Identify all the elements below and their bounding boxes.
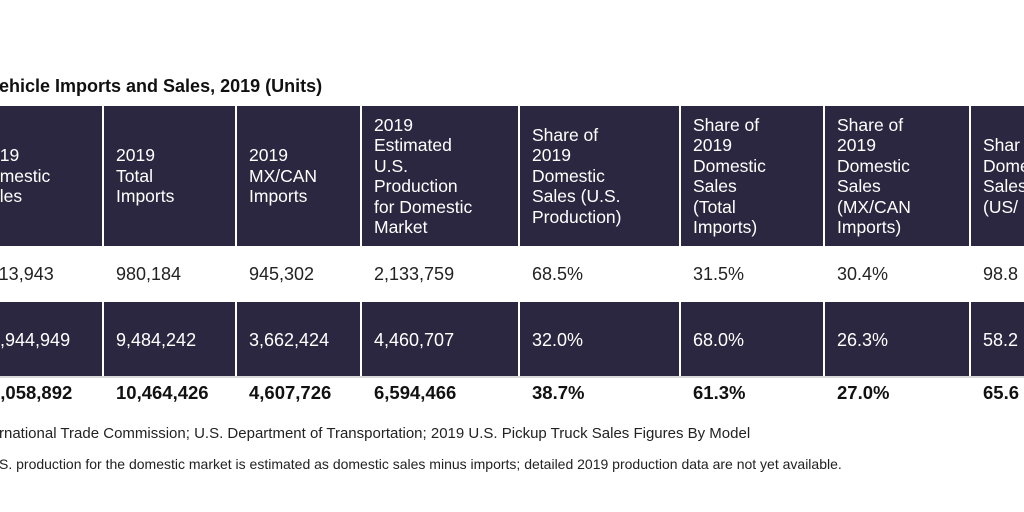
- header-mxcan-imports: 2019 MX/CAN Imports: [237, 106, 362, 246]
- table-cell: 30.4%: [825, 246, 971, 302]
- total-cell: 4,607,726: [249, 382, 332, 403]
- header-share-mxcan-imports: Share of 2019 Domestic Sales (MX/CAN Imp…: [825, 106, 971, 246]
- table-cell: 58.2: [971, 302, 1024, 376]
- table-row: 113,943 980,184 945,302 2,133,759 68.5% …: [0, 246, 1024, 302]
- header-share-total-imports: Share of 2019 Domestic Sales (Total Impo…: [681, 106, 825, 246]
- data-table: 019 omestic ales 2019 Total Imports 2019…: [0, 106, 1024, 408]
- footnote: S. production for the domestic market is…: [0, 456, 842, 472]
- source-note: rnational Trade Commission; U.S. Departm…: [0, 425, 751, 442]
- table-cell: 26.3%: [825, 302, 971, 376]
- table-total-row: 7,058,892 10,464,426 4,607,726 6,594,466…: [0, 378, 1024, 408]
- total-cell: 7,058,892: [0, 382, 73, 403]
- total-cell: 10,464,426: [116, 382, 209, 403]
- table-cell: 980,184: [104, 246, 237, 302]
- header-total-imports: 2019 Total Imports: [104, 106, 237, 246]
- header-us-production: 2019 Estimated U.S. Production for Domes…: [362, 106, 520, 246]
- table-cell: 3,662,424: [237, 302, 362, 376]
- total-cell: 65.6: [983, 382, 1020, 403]
- header-share-us-production: Share of 2019 Domestic Sales (U.S. Produ…: [520, 106, 681, 246]
- header-share-us: Shar Dome Sales (US/: [971, 106, 1024, 246]
- table-cell: 32.0%: [520, 302, 681, 376]
- table-cell: 68.0%: [681, 302, 825, 376]
- table-cell: 68.5%: [520, 246, 681, 302]
- table-row: 3,944,949 9,484,242 3,662,424 4,460,707 …: [0, 302, 1024, 378]
- total-cell: 61.3%: [693, 382, 746, 403]
- table-cell: 113,943: [0, 246, 104, 302]
- table-cell: 4,460,707: [362, 302, 520, 376]
- table-cell: 945,302: [237, 246, 362, 302]
- table-title: ehicle Imports and Sales, 2019 (Units): [0, 76, 323, 96]
- table-cell: 9,484,242: [104, 302, 237, 376]
- table-cell: 31.5%: [681, 246, 825, 302]
- header-domestic-sales: 019 omestic ales: [0, 106, 104, 246]
- table-cell: 3,944,949: [0, 302, 104, 376]
- total-cell: 38.7%: [532, 382, 585, 403]
- table-header-row: 019 omestic ales 2019 Total Imports 2019…: [0, 106, 1024, 246]
- table-cell: 2,133,759: [362, 246, 520, 302]
- total-cell: 27.0%: [837, 382, 890, 403]
- total-cell: 6,594,466: [374, 382, 457, 403]
- table-cell: 98.8: [971, 246, 1024, 302]
